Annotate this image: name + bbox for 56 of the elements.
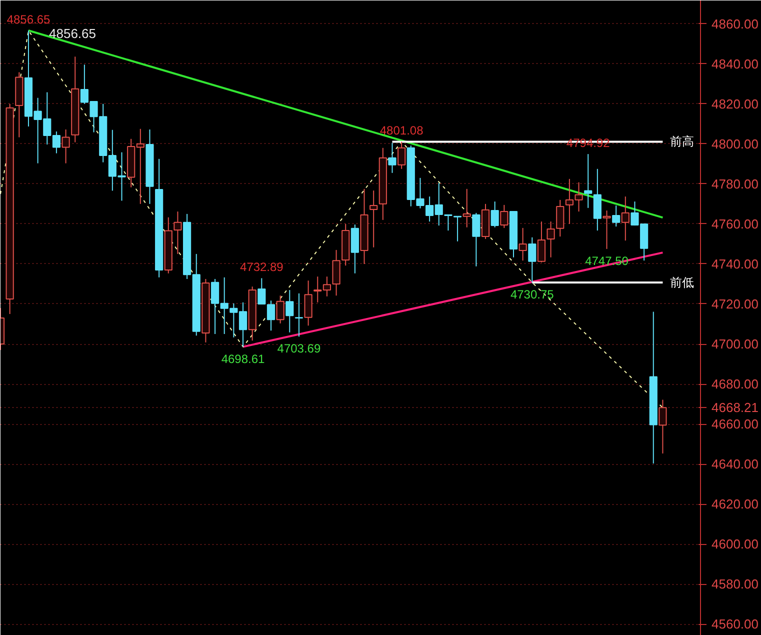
annotation: 4703.69 [277, 342, 321, 356]
candlestick [602, 210, 611, 250]
annotation: 4732.89 [240, 260, 284, 274]
candlestick [546, 221, 555, 258]
candlestick [174, 211, 182, 254]
candlestick [62, 128, 70, 164]
y-tick-label: 4600.00 [712, 536, 758, 552]
candlestick [286, 289, 294, 333]
y-tick-label: 4860.00 [712, 16, 758, 32]
y-tick-label: 4740.00 [712, 256, 758, 272]
y-tick-label: 4640.00 [712, 456, 758, 472]
annotation: 4856.65 [49, 26, 96, 42]
candlestick [294, 292, 304, 338]
y-tick-label: 4720.00 [712, 296, 758, 312]
candlestick [398, 141, 406, 170]
candlestick [370, 190, 378, 248]
candlestick [462, 188, 471, 228]
annotation: 4747.50 [585, 254, 629, 268]
y-tick-label: 4840.00 [712, 56, 758, 72]
candlestick [276, 295, 284, 324]
candlestick [472, 212, 480, 267]
candlestick [528, 236, 536, 283]
annotation: 4856.65 [6, 12, 50, 27]
y-tick-label: 4800.00 [712, 136, 758, 152]
y-tick-label: 4760.00 [712, 216, 758, 232]
candlestick [612, 205, 620, 228]
y-tick-label: 4560.00 [712, 616, 758, 632]
candlestick [593, 168, 602, 232]
candlestick [621, 196, 630, 242]
series-label: 前高 [670, 134, 694, 149]
candlestick [332, 249, 340, 296]
annotation: 4801.08 [380, 124, 424, 138]
candlestick [537, 221, 546, 263]
y-tick-label: 4660.00 [712, 416, 758, 432]
candlestick [490, 201, 499, 228]
candlestick [556, 199, 564, 238]
y-tick-label: 4700.00 [712, 336, 758, 352]
series-label: 前低 [670, 275, 694, 290]
candlestick [258, 278, 266, 304]
candlestick [658, 399, 667, 454]
y-tick-label: 4668.21 [712, 400, 758, 416]
annotation: 4698.61 [221, 352, 266, 366]
candlestick [388, 142, 396, 174]
y-tick-label: 4620.00 [712, 496, 758, 512]
candlestick [304, 280, 312, 326]
candlestick [584, 154, 592, 208]
y-tick-label: 4680.00 [712, 376, 758, 392]
y-tick-label: 4820.00 [712, 96, 758, 112]
candlestick [453, 216, 462, 242]
annotation: 4730.75 [510, 287, 554, 302]
candlestick [444, 214, 452, 232]
candlestick [518, 227, 527, 262]
y-tick-label: 4580.00 [712, 576, 758, 592]
candlestick [266, 300, 276, 332]
y-tick-label: 4780.00 [712, 176, 758, 192]
candlestick [500, 204, 508, 228]
